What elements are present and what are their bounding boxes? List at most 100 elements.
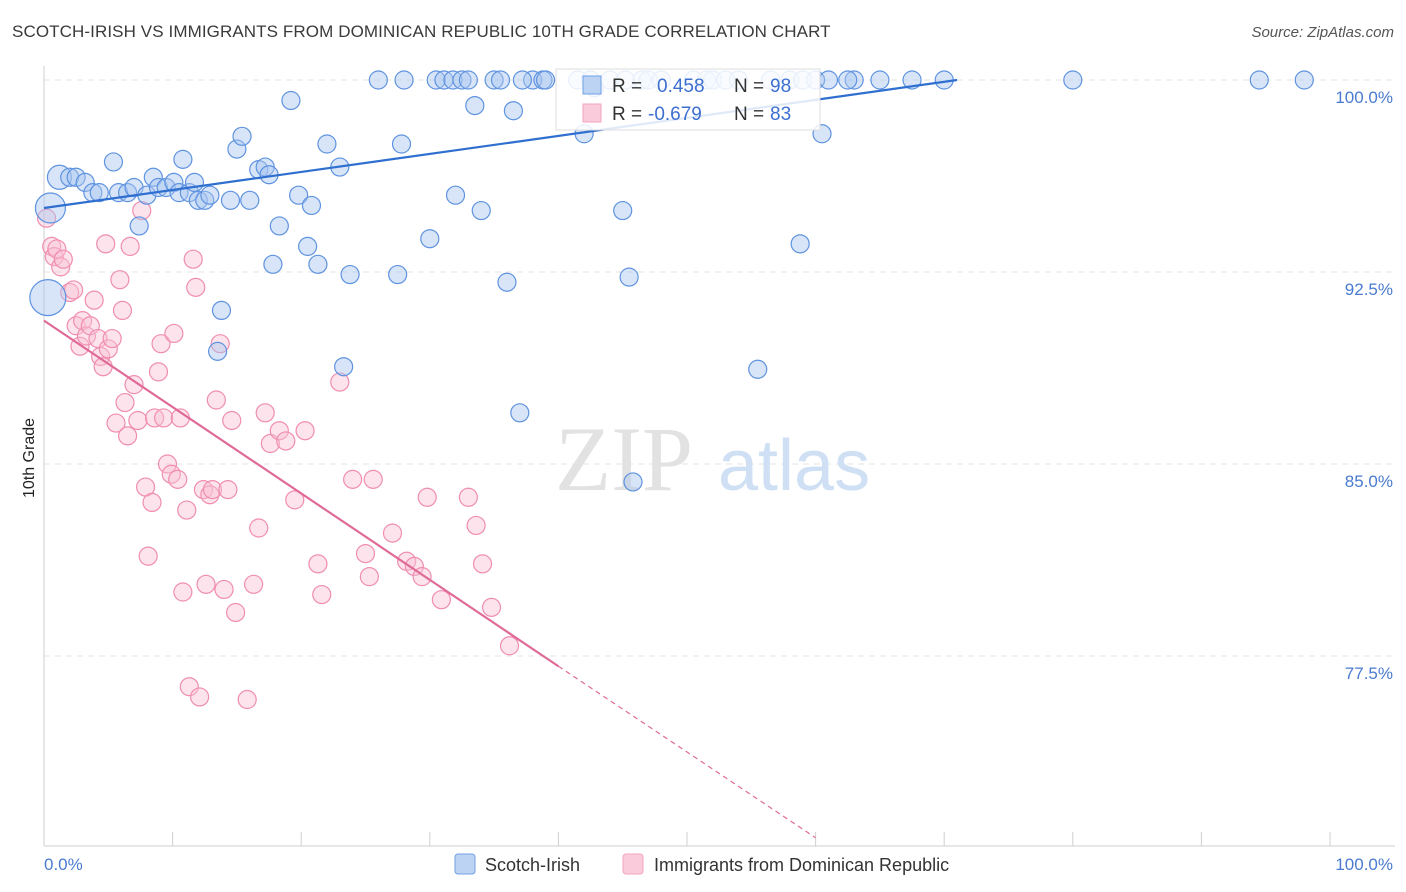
point-dominican: [210, 334, 230, 354]
point-dominican: [499, 636, 520, 656]
legend-swatch-blue: [582, 75, 602, 95]
point-scotch-irish: [1249, 70, 1269, 90]
point-dominican: [214, 579, 234, 600]
legend-swatch-pink: [582, 103, 602, 123]
point-scotch-irish: [143, 167, 163, 187]
point-scotch-irish: [211, 300, 232, 320]
point-scotch-irish: [619, 267, 639, 287]
point-scotch-irish: [29, 279, 67, 317]
point-dominican: [222, 410, 242, 431]
point-scotch-irish: [535, 70, 556, 90]
point-scotch-irish: [263, 254, 283, 274]
point-dominican: [196, 574, 216, 594]
point-scotch-irish: [613, 200, 633, 221]
point-dominican: [115, 392, 135, 413]
legend-n-label-pink: N =: [734, 104, 764, 125]
legend-r-pink: -0.679: [648, 104, 702, 125]
point-scotch-irish: [388, 264, 408, 285]
point-dominican: [148, 362, 169, 382]
point-scotch-irish: [200, 185, 220, 205]
point-dominican: [142, 492, 162, 512]
point-dominican: [363, 469, 383, 489]
point-scotch-irish: [490, 70, 511, 90]
point-scotch-irish: [458, 70, 478, 90]
point-dominican: [249, 518, 269, 538]
y-tick-label: 85.0%: [1345, 472, 1393, 491]
point-scotch-irish: [818, 70, 839, 90]
point-scotch-irish: [902, 70, 922, 90]
point-scotch-irish: [269, 216, 289, 236]
point-dominican: [183, 249, 203, 269]
point-dominican: [466, 515, 486, 536]
point-dominican: [355, 543, 376, 564]
point-scotch-irish: [60, 167, 80, 187]
point-scotch-irish: [748, 359, 768, 379]
point-scotch-irish: [89, 183, 109, 203]
point-dominican: [285, 490, 305, 510]
point-dominican: [472, 554, 493, 574]
chart-title: SCOTCH-IRISH VS IMMIGRANTS FROM DOMINICA…: [12, 22, 831, 41]
point-dominican: [117, 426, 138, 446]
points-dominican: [36, 200, 520, 710]
point-dominican: [153, 408, 174, 428]
point-scotch-irish: [195, 190, 215, 210]
point-dominican: [186, 277, 206, 297]
point-scotch-irish: [188, 190, 208, 210]
point-scotch-irish: [220, 190, 241, 210]
point-scotch-irish: [1294, 70, 1314, 90]
point-scotch-irish: [503, 101, 523, 121]
legend-r-label-blue: R =: [612, 76, 642, 97]
point-scotch-irish: [75, 172, 95, 192]
watermark-atlas: atlas: [718, 426, 870, 506]
point-scotch-irish: [623, 472, 643, 492]
point-dominican: [179, 677, 199, 697]
legend-r-blue: 0.458: [657, 76, 705, 97]
bottom-legend: Scotch-Irish Immigrants from Dominican R…: [454, 853, 949, 875]
point-scotch-irish: [844, 70, 864, 90]
point-dominican: [157, 454, 178, 474]
legend-n-label-blue: N =: [734, 76, 764, 97]
point-scotch-irish: [298, 236, 318, 256]
point-scotch-irish: [208, 341, 228, 361]
point-scotch-irish: [512, 70, 532, 90]
point-scotch-irish: [790, 234, 810, 254]
chart-source: Source: ZipAtlas.com: [1251, 24, 1394, 41]
point-dominican: [168, 469, 188, 489]
bottom-legend-blue: Scotch-Irish: [485, 855, 580, 875]
point-scotch-irish: [240, 190, 260, 210]
axes: 100.0% 92.5% 85.0% 77.5% 0.0% 100.0%: [43, 66, 1395, 874]
trend-line-dominican: [43, 319, 560, 668]
point-dominican: [151, 334, 171, 354]
point-dominican: [51, 257, 71, 277]
point-dominican: [84, 290, 104, 310]
point-scotch-irish: [129, 216, 149, 236]
point-dominican: [124, 375, 144, 395]
point-dominican: [481, 597, 502, 617]
point-scotch-irish: [308, 254, 328, 274]
point-scotch-irish: [420, 229, 440, 249]
point-dominican: [128, 410, 148, 431]
point-scotch-irish: [317, 134, 337, 154]
point-dominican: [458, 487, 478, 507]
watermark: ZIP atlas: [555, 408, 870, 510]
point-dominican: [218, 480, 238, 500]
point-dominican: [255, 403, 275, 423]
point-dominican: [330, 372, 350, 392]
point-scotch-irish: [394, 70, 414, 90]
point-dominican: [404, 556, 424, 577]
point-scotch-irish: [301, 195, 322, 216]
point-scotch-irish: [103, 152, 124, 172]
point-dominican: [343, 469, 363, 489]
point-scotch-irish: [391, 134, 412, 154]
point-dominican: [312, 584, 332, 605]
point-dominican: [161, 464, 181, 484]
point-dominican: [359, 567, 379, 587]
point-scotch-irish: [164, 172, 184, 192]
y-tick-label: 77.5%: [1345, 664, 1393, 683]
point-dominican: [110, 270, 130, 290]
point-scotch-irish: [445, 185, 466, 205]
y-tick-label: 100.0%: [1335, 88, 1393, 107]
point-dominican: [308, 554, 328, 574]
point-scotch-irish: [281, 90, 301, 111]
